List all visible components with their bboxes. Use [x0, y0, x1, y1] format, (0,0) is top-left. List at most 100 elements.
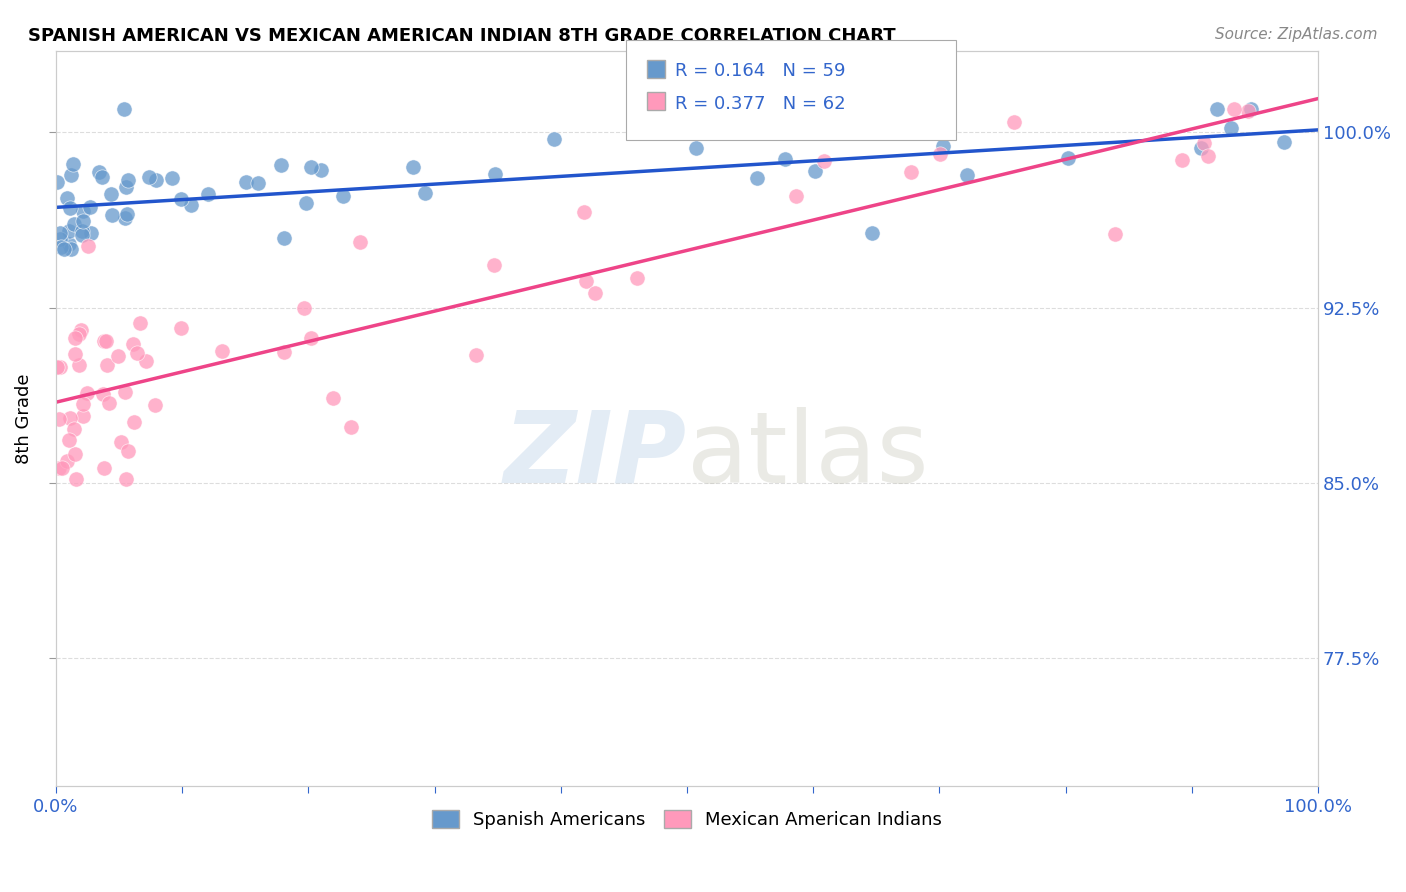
- Point: [1237, 104, 1260, 119]
- Point: [785, 188, 807, 202]
- Point: [67, 358, 90, 372]
- Point: [1220, 120, 1243, 135]
- Point: [101, 208, 124, 222]
- Point: [1057, 151, 1080, 165]
- Point: [572, 204, 595, 219]
- Point: [482, 258, 505, 272]
- Legend: Spanish Americans, Mexican American Indians: Spanish Americans, Mexican American Indi…: [425, 803, 949, 837]
- Point: [180, 198, 202, 212]
- Point: [110, 435, 132, 450]
- Point: [129, 316, 152, 330]
- Point: [70, 227, 93, 242]
- Point: [117, 172, 139, 186]
- Point: [93, 461, 115, 475]
- Point: [67, 326, 90, 341]
- Point: [114, 384, 136, 399]
- Point: [49, 240, 72, 254]
- Point: [70, 224, 93, 238]
- Point: [1206, 102, 1229, 116]
- Point: [543, 132, 565, 146]
- Point: [51, 460, 73, 475]
- Text: SPANISH AMERICAN VS MEXICAN AMERICAN INDIAN 8TH GRADE CORRELATION CHART: SPANISH AMERICAN VS MEXICAN AMERICAN IND…: [28, 27, 896, 45]
- Text: R = 0.377   N = 62: R = 0.377 N = 62: [675, 95, 845, 113]
- Point: [48, 412, 70, 426]
- Point: [900, 165, 922, 179]
- Point: [349, 235, 371, 250]
- Point: [1002, 115, 1025, 129]
- Point: [1240, 102, 1263, 116]
- Point: [49, 231, 72, 245]
- Point: [197, 187, 219, 202]
- Point: [299, 160, 322, 174]
- Point: [76, 385, 98, 400]
- Point: [63, 346, 86, 360]
- Point: [294, 196, 316, 211]
- Point: [80, 227, 103, 241]
- Point: [46, 360, 69, 375]
- Point: [91, 170, 114, 185]
- Point: [52, 242, 75, 256]
- Point: [162, 171, 184, 186]
- Point: [48, 359, 70, 374]
- Point: [60, 242, 83, 256]
- Point: [929, 147, 952, 161]
- Point: [402, 160, 425, 174]
- Point: [122, 337, 145, 351]
- Point: [135, 354, 157, 368]
- Point: [93, 334, 115, 348]
- Point: [299, 331, 322, 345]
- Point: [773, 152, 796, 166]
- Point: [1171, 153, 1194, 167]
- Point: [170, 192, 193, 206]
- Point: [1192, 136, 1215, 150]
- Point: [211, 344, 233, 359]
- Point: [114, 211, 136, 226]
- Point: [583, 285, 606, 300]
- Point: [72, 397, 94, 411]
- Y-axis label: 8th Grade: 8th Grade: [15, 374, 32, 464]
- Point: [72, 213, 94, 227]
- Point: [235, 175, 257, 189]
- Point: [270, 158, 292, 172]
- Point: [65, 472, 87, 486]
- Point: [46, 175, 69, 189]
- Point: [63, 217, 86, 231]
- Point: [813, 154, 835, 169]
- Point: [114, 179, 136, 194]
- Point: [1197, 148, 1219, 162]
- Point: [94, 334, 117, 348]
- Point: [273, 231, 295, 245]
- Point: [956, 169, 979, 183]
- Point: [273, 345, 295, 359]
- Point: [117, 443, 139, 458]
- Point: [860, 227, 883, 241]
- Point: [48, 461, 70, 475]
- Point: [309, 163, 332, 178]
- Point: [626, 271, 648, 285]
- Point: [63, 446, 86, 460]
- Point: [1223, 102, 1246, 116]
- Point: [59, 410, 82, 425]
- Point: [91, 387, 114, 401]
- Point: [69, 323, 91, 337]
- Point: [1104, 227, 1126, 241]
- Point: [932, 138, 955, 153]
- Point: [62, 157, 84, 171]
- Point: [58, 237, 80, 252]
- Point: [76, 239, 98, 253]
- Point: [484, 167, 506, 181]
- Point: [685, 141, 707, 155]
- Point: [413, 186, 436, 201]
- Point: [465, 348, 488, 362]
- Point: [87, 164, 110, 178]
- Point: [145, 172, 167, 186]
- Point: [59, 201, 82, 215]
- Point: [1272, 135, 1295, 149]
- Point: [1189, 140, 1212, 154]
- Point: [72, 409, 94, 424]
- Text: R = 0.164   N = 59: R = 0.164 N = 59: [675, 62, 845, 80]
- Text: Source: ZipAtlas.com: Source: ZipAtlas.com: [1215, 27, 1378, 42]
- Point: [322, 392, 344, 406]
- Point: [138, 169, 160, 184]
- Point: [60, 169, 83, 183]
